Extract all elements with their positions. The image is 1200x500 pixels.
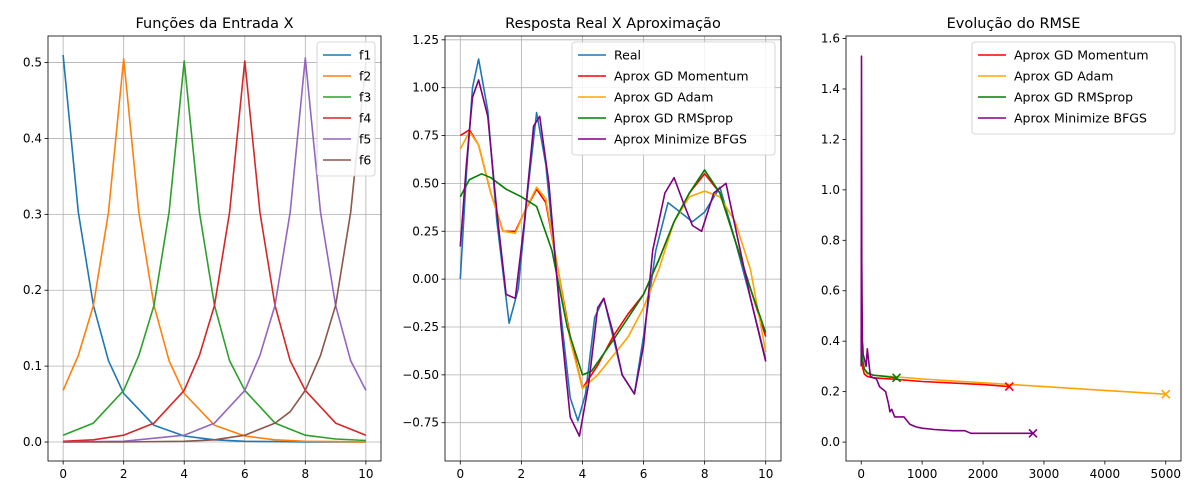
series-line-f3 (62, 60, 366, 442)
legend-label: Aprox Minimize BFGS (614, 132, 747, 147)
x-tick-label: 6 (640, 467, 648, 481)
y-tick-label: 0.2 (821, 385, 840, 399)
y-tick-label: 1.00 (412, 81, 439, 95)
y-tick-label: 0.4 (23, 131, 42, 145)
y-tick-label: 0.6 (821, 284, 840, 298)
x-tick-label: 4 (180, 467, 188, 481)
end-marker (891, 373, 902, 383)
legend-box (971, 41, 1176, 135)
y-tick-label: 0.0 (821, 435, 840, 449)
y-tick-label: 1.4 (821, 82, 840, 96)
legend-label: Aprox GD RMSprop (1014, 90, 1133, 105)
y-tick-label: 1.6 (821, 32, 840, 46)
y-tick-label: 0.3 (23, 207, 42, 221)
y-tick-label: 0.8 (821, 233, 840, 247)
x-tick-label: 3000 (1029, 467, 1060, 481)
x-tick-label: 8 (701, 467, 709, 481)
y-tick-label: 0.5 (23, 56, 42, 70)
y-tick-label: 0.1 (23, 359, 42, 373)
end-marker (1004, 382, 1014, 392)
x-tick-label: 2000 (968, 467, 999, 481)
series-line-f4 (63, 60, 367, 443)
y-tick-label: 1.25 (412, 33, 439, 47)
x-tick-label: 8 (301, 467, 309, 481)
x-tick-label: 4000 (1090, 467, 1121, 481)
legend-label: Aprox GD Momentum (614, 69, 749, 84)
chart-title: Funções da Entrada X (135, 16, 293, 32)
y-tick-label: 1.0 (821, 183, 840, 197)
chart-panel-1: 0 2 4 6 8 10 0.0 0.1 0.2 0.3 0.4 0.5 Funções da Entr… (23, 16, 382, 481)
x-tick-label: 10 (358, 467, 373, 481)
legend-label: Real (614, 48, 641, 63)
axes-frame (47, 35, 382, 462)
legend-label: Aprox Minimize BFGS (1014, 111, 1147, 126)
legend-label: f1 (359, 48, 371, 63)
legend-label: Aprox GD Momentum (1014, 48, 1149, 63)
legend-label: Aprox GD Adam (1014, 69, 1113, 84)
x-tick-label: 0 (59, 467, 67, 481)
series-line-f6 (63, 62, 367, 443)
y-tick-label: 0.50 (412, 176, 439, 190)
legend-label: Aprox GD RMSprop (614, 111, 733, 126)
chart-panel-2: 0 2 4 6 8 10 −0.75 −0.50 −0.25 0.00 0.25 0.50 0.75 1.… (402, 16, 782, 481)
y-tick-label: 0.0 (23, 435, 42, 449)
series-line-aprox-gd-rmsprop (459, 169, 767, 376)
y-tick-label: 0.2 (23, 283, 42, 297)
series-group (62, 54, 367, 443)
x-tick-label: 0 (456, 467, 464, 481)
x-tick-label: 4 (579, 467, 587, 481)
end-marker (1028, 428, 1038, 438)
series-group (860, 55, 1166, 435)
chart-panel-3: 0 1000 2000 3000 4000 5000 0.0 0.2 0.4 0.6 0.8 1.0 1… (821, 16, 1182, 481)
x-tick-label: 2 (518, 467, 526, 481)
legend-label: Aprox GD Adam (614, 90, 713, 105)
y-tick-label: −0.75 (402, 416, 439, 430)
legend-label: f5 (359, 132, 371, 147)
y-tick-label: −0.50 (402, 368, 439, 382)
chart-title: Evolução do RMSE (947, 16, 1081, 32)
legend: f1 f2 f3 f4 f5 f6 (316, 41, 376, 177)
x-tick-label: 1000 (907, 467, 938, 481)
x-tick-label: 6 (241, 467, 249, 481)
x-tick-label: 5000 (1150, 467, 1181, 481)
y-tick-label: 0.75 (412, 129, 439, 143)
x-tick-label: 10 (758, 467, 773, 481)
chart-title: Resposta Real X Aproximação (505, 16, 721, 32)
legend-label: f6 (359, 153, 371, 168)
y-tick-label: 0.25 (412, 224, 439, 238)
y-tick-label: 0.00 (412, 272, 439, 286)
axes-frame (444, 35, 782, 462)
legend: Aprox GD Momentum Aprox GD Adam Aprox GD R… (971, 41, 1176, 135)
x-tick-label: 0 (857, 467, 865, 481)
legend-label: f2 (359, 69, 371, 84)
legend-label: f4 (359, 111, 371, 126)
series-line-aprox-gd-adam (459, 130, 767, 390)
x-tick-label: 2 (120, 467, 128, 481)
end-marker (1161, 389, 1171, 399)
legend-box (571, 41, 776, 156)
series-line-f2 (62, 57, 366, 443)
series-line-aprox-minimize-bfgs (860, 55, 1033, 435)
series-group (459, 58, 767, 437)
series-line-aprox-gd-rmsprop (860, 336, 897, 379)
legend: Real Aprox GD Momentum Aprox GD Adam Aprox … (571, 41, 776, 156)
legend-label: f3 (359, 90, 371, 105)
y-tick-label: 1.2 (821, 132, 840, 146)
axes-frame (845, 35, 1182, 462)
y-tick-label: −0.25 (402, 320, 439, 334)
y-tick-label: 0.4 (821, 334, 840, 348)
series-line-aprox-minimize-bfgs (459, 79, 767, 437)
